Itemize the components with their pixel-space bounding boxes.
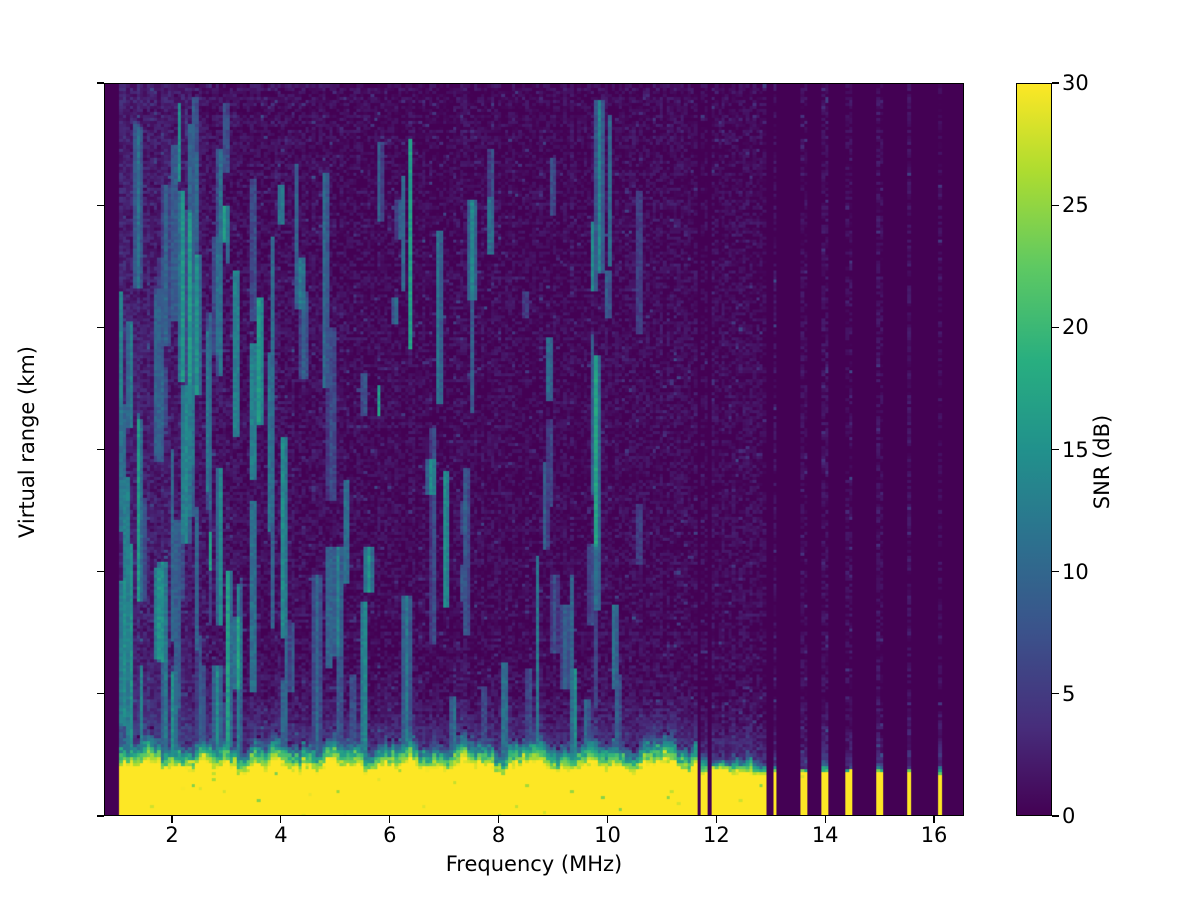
colorbar-tick-label: 10 — [1062, 559, 1089, 584]
x-tick-mark — [933, 816, 935, 823]
colorbar[interactable] — [1016, 83, 1052, 816]
x-tick-mark — [606, 816, 609, 823]
colorbar-tick-mark — [1052, 693, 1059, 695]
y-tick-mark — [97, 815, 104, 817]
x-tick-mark — [498, 816, 500, 823]
x-tick-label: 10 — [594, 823, 621, 847]
x-tick-label: 2 — [165, 823, 179, 847]
x-tick-mark — [715, 816, 717, 823]
colorbar-tick-mark — [1052, 815, 1059, 817]
y-axis-label: Virtual range (km) — [15, 345, 39, 539]
x-tick-label: 12 — [702, 823, 730, 847]
colorbar-tick-label: 20 — [1062, 315, 1089, 340]
ionogram-plot-area[interactable] — [104, 83, 964, 816]
x-axis-label: Frequency (MHz) — [445, 852, 623, 876]
y-tick-mark — [97, 448, 104, 451]
y-tick-mark — [97, 571, 104, 573]
y-tick-mark — [97, 82, 104, 84]
colorbar-tick-label: 15 — [1062, 437, 1089, 462]
colorbar-tick-label: 5 — [1062, 681, 1076, 706]
colorbar-tick-mark — [1052, 326, 1059, 328]
colorbar-tick-label: 0 — [1062, 804, 1076, 828]
x-tick-mark — [171, 816, 173, 823]
colorbar-tick-mark — [1052, 571, 1059, 573]
x-tick-label: 14 — [811, 823, 839, 847]
ionogram-heatmap-canvas — [105, 84, 963, 815]
colorbar-label: SNR (dB) — [1090, 414, 1114, 510]
colorbar-tick-mark — [1052, 204, 1059, 206]
x-tick-label: 16 — [920, 823, 948, 847]
x-tick-label: 6 — [383, 823, 397, 847]
colorbar-tick-label: 25 — [1062, 193, 1089, 218]
y-tick-mark — [97, 326, 104, 328]
x-tick-label: 8 — [491, 823, 506, 847]
colorbar-gradient — [1017, 84, 1051, 815]
y-tick-mark — [97, 693, 104, 695]
colorbar-tick-mark — [1052, 82, 1059, 84]
x-tick-label: 4 — [274, 823, 288, 847]
x-tick-mark — [280, 816, 282, 823]
x-tick-mark — [824, 816, 826, 823]
colorbar-tick-label: 30 — [1062, 71, 1089, 95]
colorbar-tick-mark — [1052, 448, 1059, 451]
y-tick-mark — [97, 204, 104, 206]
x-tick-mark — [389, 816, 391, 823]
